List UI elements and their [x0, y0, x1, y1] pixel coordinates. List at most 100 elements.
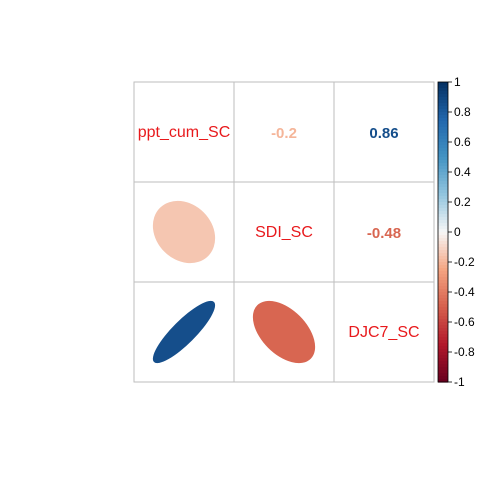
colorbar-segment — [438, 133, 448, 137]
colorbar-segment — [438, 373, 448, 377]
colorbar-segment — [438, 109, 448, 113]
cell-2-1 — [233, 281, 335, 383]
colorbar-segment — [438, 118, 448, 122]
colorbar-segment — [438, 370, 448, 374]
diagonal-label-SDI_SC: SDI_SC — [255, 224, 313, 241]
colorbar-segment — [438, 175, 448, 179]
colorbar-segment — [438, 184, 448, 188]
colorbar-segment — [438, 166, 448, 170]
colorbar-tick-label: -0.4 — [454, 285, 475, 299]
colorbar-segment — [438, 202, 448, 206]
coefficient-SDI_SC-DJC7_SC: -0.48 — [367, 225, 401, 242]
colorbar-segment — [438, 151, 448, 155]
colorbar-segment — [438, 256, 448, 260]
colorbar-segment — [438, 376, 448, 380]
colorbar-segment — [438, 196, 448, 200]
colorbar-segment — [438, 85, 448, 89]
ellipse-DJC7_SC-SDI_SC — [252, 300, 316, 364]
coefficient-ppt_cum_SC-DJC7_SC: 0.86 — [369, 125, 398, 142]
colorbar-segment — [438, 205, 448, 209]
colorbar-segment — [438, 160, 448, 164]
colorbar-segment — [438, 322, 448, 326]
diagonal-label-ppt_cum_SC: ppt_cum_SC — [138, 124, 231, 141]
colorbar-segment — [438, 100, 448, 104]
colorbar-segment — [438, 178, 448, 182]
colorbar-segment — [438, 232, 448, 236]
colorbar-segment — [438, 268, 448, 272]
colorbar-tick-label: -0.2 — [454, 255, 475, 269]
colorbar-segment — [438, 136, 448, 140]
colorbar-segment — [438, 115, 448, 119]
diagonal-labels: ppt_cum_SC SDI_SC DJC7_SC — [138, 124, 420, 341]
colorbar-segment — [438, 235, 448, 239]
colorbar-segment — [438, 97, 448, 101]
colorbar-segment — [438, 214, 448, 218]
colorbar-segment — [438, 220, 448, 224]
colorbar-segment — [438, 199, 448, 203]
colorbar-tick-label: 0 — [454, 225, 461, 239]
cell-1-2 — [333, 181, 435, 283]
colorbar-segment — [438, 337, 448, 341]
colorbar-segment — [438, 244, 448, 248]
colorbar-segment — [438, 358, 448, 362]
ellipse-SDI_SC-ppt_cum_SC — [152, 200, 216, 264]
colorbar-segment — [438, 226, 448, 230]
colorbar-segment — [438, 211, 448, 215]
colorbar-segment — [438, 82, 448, 86]
colorbar-segment — [438, 262, 448, 266]
colorbar-segment — [438, 223, 448, 227]
colorbar-segment — [438, 352, 448, 356]
colorbar-segment — [438, 343, 448, 347]
colorbar-segment — [438, 283, 448, 287]
colorbar-tick-label: 0.8 — [454, 105, 471, 119]
colorbar-segment — [438, 325, 448, 329]
colorbar-segment — [438, 127, 448, 131]
colorbar-segment — [438, 328, 448, 332]
colorbar-segment — [438, 355, 448, 359]
cell-1-1 — [233, 181, 335, 283]
colorbar — [437, 81, 449, 383]
colorbar-segment — [438, 313, 448, 317]
colorbar-segment — [438, 172, 448, 176]
colorbar-segment — [438, 94, 448, 98]
colorbar-segment — [438, 130, 448, 134]
colorbar-segment — [438, 139, 448, 143]
colorbar-segment — [438, 316, 448, 320]
colorbar-tick-label: -1 — [454, 375, 465, 389]
colorbar-segment — [438, 169, 448, 173]
colorbar-segment — [438, 277, 448, 281]
cell-0-1 — [233, 81, 335, 183]
colorbar-tick-label: 1 — [454, 75, 461, 89]
colorbar-segment — [438, 238, 448, 242]
colorbar-segment — [438, 106, 448, 110]
cell-0-0 — [133, 81, 235, 183]
colorbar-segment — [438, 157, 448, 161]
colorbar-segment — [438, 340, 448, 344]
colorbar-segment — [438, 181, 448, 185]
colorbar-segment — [438, 379, 448, 383]
colorbar-segment — [438, 187, 448, 191]
colorbar-segment — [438, 361, 448, 365]
colorbar-segment — [438, 121, 448, 125]
colorbar-segment — [438, 292, 448, 296]
cell-2-2 — [333, 281, 435, 383]
colorbar-segment — [438, 301, 448, 305]
colorbar-segment — [438, 310, 448, 314]
colorbar-segment — [438, 265, 448, 269]
colorbar-tick-label: 0.6 — [454, 135, 471, 149]
matrix-cells — [133, 81, 435, 383]
colorbar-segment — [438, 142, 448, 146]
colorbar-segment — [438, 349, 448, 353]
colorbar-segment — [438, 364, 448, 368]
colorbar-segment — [438, 148, 448, 152]
colorbar-segment — [438, 274, 448, 278]
colorbar-segment — [438, 280, 448, 284]
colorbar-segment — [438, 298, 448, 302]
colorbar-tick-label: -0.8 — [454, 345, 475, 359]
colorbar-segment — [438, 289, 448, 293]
colorbar-segment — [438, 367, 448, 371]
colorbar-segment — [438, 331, 448, 335]
colorbar-segment — [438, 247, 448, 251]
coefficient-ppt_cum_SC-SDI_SC: -0.2 — [271, 125, 297, 142]
cell-0-2 — [333, 81, 435, 183]
